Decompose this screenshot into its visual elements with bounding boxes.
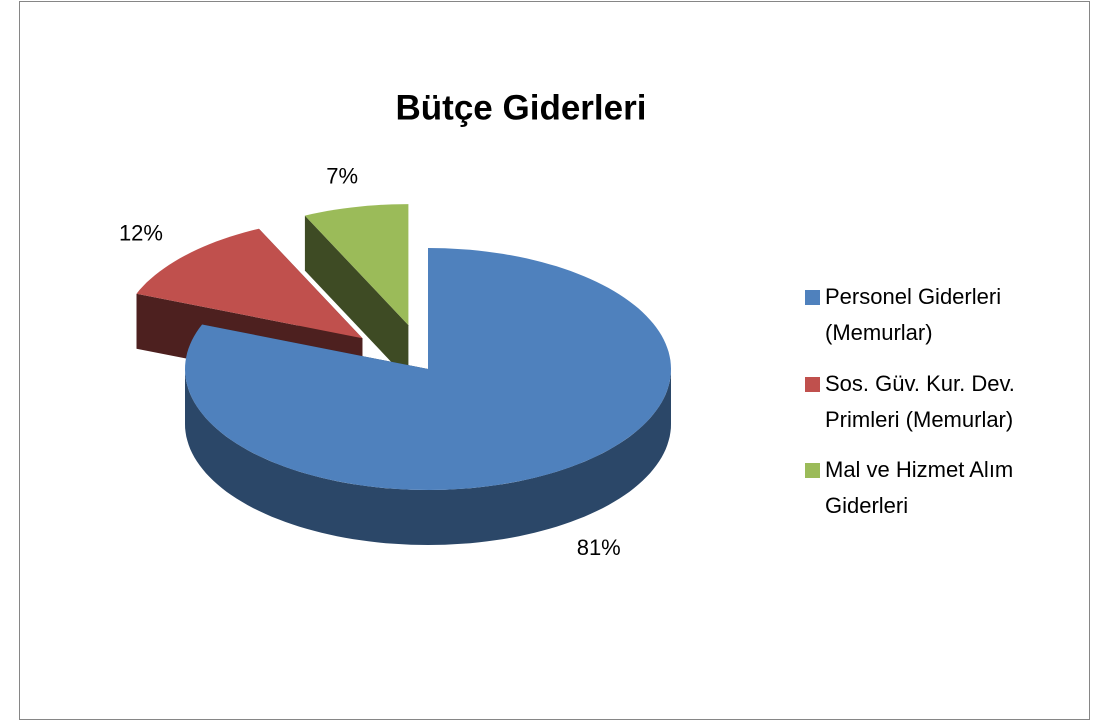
legend-swatch	[805, 377, 820, 392]
slice	[136, 228, 363, 339]
legend-label: Personel Giderleri (Memurlar)	[825, 284, 1002, 345]
slice	[185, 248, 671, 490]
slice-side	[304, 215, 409, 381]
legend-label: Sos. Güv. Kur. Dev. Primleri (Memurlar)	[825, 371, 1015, 432]
data-label: 7%	[326, 163, 358, 188]
legend-item: Sos. Güv. Kur. Dev. Primleri (Memurlar)	[805, 366, 1075, 438]
chart-frame	[19, 1, 1090, 720]
legend-label: Mal ve Hizmet Alım Giderleri	[825, 457, 1014, 518]
legend-swatch	[805, 463, 820, 478]
legend-item: Personel Giderleri (Memurlar)	[805, 279, 1075, 351]
legend-swatch	[805, 290, 820, 305]
legend-item: Mal ve Hizmet Alım Giderleri	[805, 452, 1075, 524]
slice-wall	[185, 369, 671, 545]
data-label: 81%	[577, 535, 621, 560]
slice	[304, 204, 409, 326]
data-label: 12%	[119, 220, 163, 245]
chart-title: Bütçe Giderleri	[396, 88, 647, 127]
